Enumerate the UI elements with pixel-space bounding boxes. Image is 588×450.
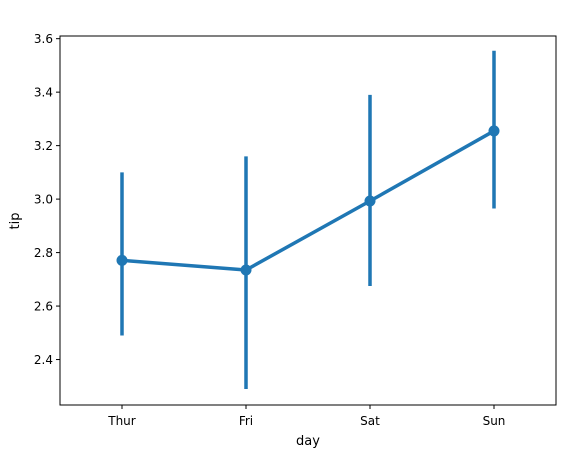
y-tick-label: 2.6 [34, 300, 53, 314]
y-tick-label: 3.4 [34, 86, 53, 100]
x-axis-label: day [296, 434, 320, 449]
data-point [116, 254, 128, 266]
y-tick-label: 2.8 [34, 246, 53, 260]
y-axis-label: tip [8, 213, 23, 230]
x-tick-label: Sun [483, 414, 506, 428]
x-tick-label: Sat [360, 414, 380, 428]
series-line [121, 129, 495, 272]
data-point [364, 195, 376, 207]
data-point [488, 125, 500, 137]
x-tick-label: Thur [107, 414, 136, 428]
y-tick-label: 3.6 [34, 32, 53, 46]
y-tick-label: 3.2 [34, 139, 53, 153]
y-axis-ticks: 2.4 2.6 2.8 3.0 3.2 3.4 3.6 [34, 32, 60, 367]
data-marks [116, 50, 500, 389]
y-tick-label: 3.0 [34, 193, 53, 207]
x-axis-ticks: Thur Fri Sat Sun [107, 405, 505, 428]
plot-area [59, 35, 557, 406]
y-tick-label: 2.4 [34, 353, 53, 367]
data-point [240, 264, 252, 276]
x-tick-label: Fri [239, 414, 253, 428]
